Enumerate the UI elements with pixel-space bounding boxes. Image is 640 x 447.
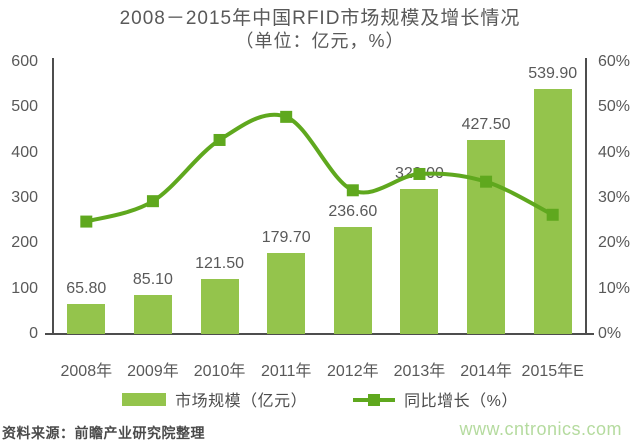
x-axis-label: 2013年: [393, 363, 446, 380]
bar-series-swatch-icon: [122, 392, 167, 406]
chart-subtitle: （单位：亿元，%）: [235, 31, 405, 51]
legend-item-market-size: 市场规模（亿元）: [122, 387, 307, 411]
bar: [400, 188, 439, 334]
x-axis-label: 2008年: [60, 363, 113, 380]
line-series-swatch-icon: [353, 393, 396, 406]
x-axis-label: 2014年: [460, 363, 512, 380]
left-y-axis-tick: 300: [11, 189, 38, 206]
growth-line-marker: [346, 184, 359, 197]
right-y-axis-tick: 10%: [598, 279, 631, 297]
growth-line-marker: [80, 215, 93, 228]
right-y-axis-tick: 30%: [598, 189, 631, 206]
watermark-text: www.cntronics.com: [459, 419, 622, 439]
left-y-axis-tick: 100: [11, 279, 38, 297]
bar-value-label: 121.50: [195, 254, 245, 272]
legend-item-growth: 同比增长（%）: [353, 387, 518, 411]
growth-line-marker: [213, 133, 226, 146]
bar-value-label: 179.70: [261, 228, 311, 246]
x-axis-label: 2011年: [260, 363, 312, 380]
x-axis-label: 2010年: [193, 363, 246, 380]
legend-label-market-size: 市场规模（亿元）: [175, 393, 308, 410]
legend: 市场规模（亿元） 同比增长（%）: [0, 387, 640, 411]
bar: [67, 304, 106, 334]
right-y-axis-tick: 40%: [598, 143, 631, 161]
right-y-axis-tick: 0%: [598, 325, 622, 342]
right-y-axis-line: [585, 58, 587, 335]
chart-title: 2008－2015年中国RFID市场规模及增长情况: [119, 8, 521, 29]
x-axis-line: [45, 333, 594, 335]
bar-value-label: 427.50: [461, 116, 511, 134]
bar: [533, 89, 572, 334]
left-y-axis-tick: 500: [11, 98, 38, 116]
right-y-axis-tick: 60%: [598, 53, 631, 70]
left-y-axis-tick: 600: [11, 53, 38, 70]
bar-value-label: 320.00: [394, 164, 444, 182]
growth-line-marker: [280, 110, 293, 123]
left-y-axis-tick: 400: [11, 143, 38, 161]
legend-line-marker: [368, 393, 381, 406]
bar-value-label: 236.60: [328, 202, 378, 220]
bar: [333, 226, 372, 334]
x-axis-label: 2009年: [127, 363, 179, 380]
left-y-axis-tick: 200: [11, 234, 38, 252]
x-axis-label: 2015年E: [521, 363, 584, 380]
bar-value-label: 85.10: [132, 271, 173, 289]
bar-value-label: 539.90: [528, 65, 578, 83]
bar: [267, 252, 306, 334]
left-y-axis-line: [52, 58, 54, 335]
growth-line-marker: [146, 195, 159, 208]
bar: [467, 140, 506, 334]
source-note: 资料来源：前瞻产业研究院整理: [2, 425, 205, 441]
bar: [133, 295, 172, 334]
left-y-axis-tick: 0: [29, 325, 38, 342]
x-axis-label: 2012年: [327, 363, 379, 380]
bar-value-label: 65.80: [66, 280, 107, 298]
bar: [200, 278, 239, 334]
legend-label-growth: 同比增长（%）: [404, 393, 518, 410]
right-y-axis-tick: 50%: [598, 98, 631, 116]
right-y-axis-tick: 20%: [598, 234, 631, 252]
